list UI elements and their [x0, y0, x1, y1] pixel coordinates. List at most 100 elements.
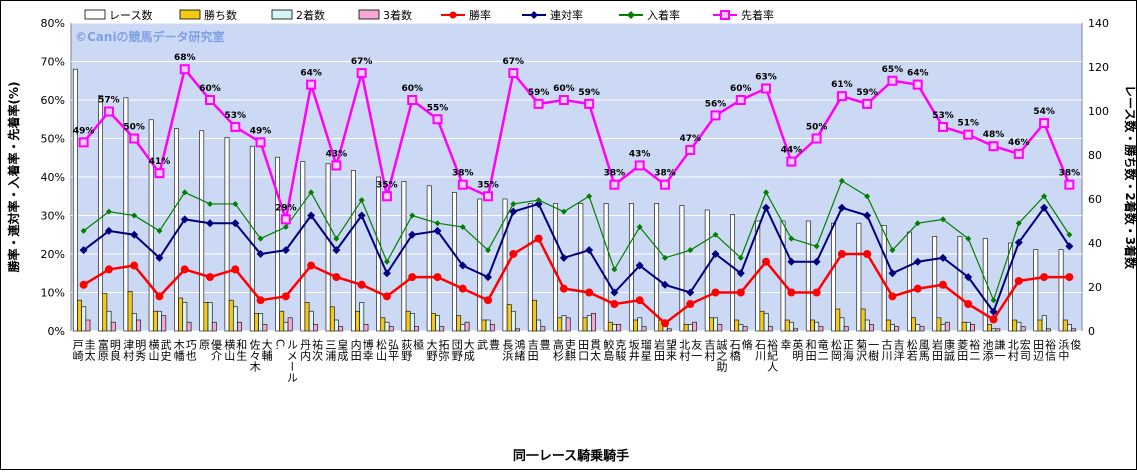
- point: [610, 300, 619, 309]
- point: [79, 246, 88, 255]
- legend-swatch: [179, 9, 201, 20]
- legend-label: 勝ち数: [204, 8, 237, 22]
- category-label: 佐々木 大輔: [248, 338, 273, 373]
- point: [180, 215, 189, 224]
- bar: [81, 306, 87, 332]
- data-label: 50%: [806, 123, 828, 133]
- category-label-text: 和生: [235, 339, 248, 361]
- point: [333, 235, 340, 242]
- point: [256, 296, 265, 305]
- category-label: 石川 裕紀人: [754, 339, 779, 372]
- point: [763, 189, 770, 196]
- point: [433, 226, 442, 235]
- bar: [456, 315, 462, 332]
- point: [837, 250, 846, 258]
- point: [1015, 220, 1022, 227]
- bar: [683, 324, 689, 332]
- legend-item: 連対率: [522, 8, 583, 22]
- bar: [818, 326, 824, 332]
- data-label: 54%: [1033, 107, 1055, 117]
- bar: [409, 313, 415, 332]
- point: [989, 307, 998, 316]
- bar: [831, 222, 836, 332]
- bar: [911, 317, 917, 332]
- point: [888, 292, 897, 301]
- bar: [275, 156, 280, 332]
- bar: [489, 324, 495, 332]
- bar: [991, 328, 997, 332]
- point: [256, 250, 265, 258]
- point: [307, 211, 316, 220]
- right-tick-label: 80: [1088, 149, 1102, 162]
- bar: [325, 163, 331, 332]
- point: [306, 79, 317, 90]
- point: [281, 292, 290, 301]
- bar: [430, 313, 436, 332]
- bar: [262, 324, 268, 332]
- data-label: 63%: [755, 72, 777, 82]
- bar: [793, 328, 799, 332]
- category-label: 松山 弘平: [374, 338, 399, 362]
- point: [1065, 273, 1074, 282]
- point: [659, 179, 670, 190]
- point: [79, 280, 88, 289]
- series-line: [83, 202, 1071, 314]
- legend-label: レース数: [109, 9, 152, 22]
- point: [1040, 273, 1049, 282]
- category-label-text: 松山: [374, 338, 387, 361]
- left-tick-label: 70%: [41, 56, 65, 69]
- category-label-text: C.: [273, 339, 286, 350]
- right-tick-label: 120: [1088, 61, 1109, 74]
- point: [838, 177, 845, 184]
- point: [584, 98, 595, 109]
- category-label-text: 岩田: [652, 338, 665, 361]
- point: [383, 258, 390, 265]
- point: [332, 273, 341, 282]
- legend-swatch: [84, 9, 106, 20]
- category-label-text: 明良: [108, 339, 121, 362]
- data-label: 64%: [907, 69, 929, 79]
- bar: [692, 321, 697, 332]
- category-label-text: 吉田: [526, 339, 539, 361]
- category-label-text: 内田: [349, 338, 362, 361]
- category-label: 岩田 望来: [652, 338, 677, 361]
- point: [205, 95, 216, 105]
- bar: [131, 313, 137, 332]
- point: [155, 292, 164, 301]
- category-label-text: 石橋: [728, 339, 741, 362]
- point: [230, 121, 241, 132]
- data-label: 48%: [983, 130, 1005, 140]
- category-label: 北村 友一: [678, 338, 703, 361]
- category-label-text: 吏麒: [563, 339, 576, 362]
- bar: [152, 310, 158, 332]
- category-label-text: 津村: [122, 339, 135, 361]
- left-tick-label: 80%: [41, 17, 65, 30]
- point: [964, 273, 973, 282]
- category-label-text: 古川: [880, 339, 893, 361]
- point: [381, 191, 392, 202]
- point: [130, 230, 139, 239]
- category-label: 吉田豊: [526, 339, 551, 361]
- point: [409, 212, 416, 219]
- bar: [784, 319, 790, 332]
- data-label: 43%: [326, 149, 348, 159]
- category-label-text: 皇成: [336, 338, 349, 362]
- point: [332, 246, 341, 255]
- category-label-text: 明秀: [134, 339, 147, 361]
- bar: [843, 326, 849, 332]
- category-label-text: 裕信: [1044, 339, 1057, 362]
- bar: [944, 321, 950, 332]
- category-label: 内田 博幸: [349, 338, 374, 362]
- point: [939, 216, 946, 223]
- point: [586, 193, 593, 200]
- left-tick-label: 30%: [41, 210, 65, 223]
- category-label: 武豊: [476, 339, 501, 350]
- point: [762, 203, 771, 212]
- point: [558, 95, 569, 105]
- legend-swatch: [358, 9, 380, 20]
- bar: [767, 326, 773, 332]
- data-label: 55%: [427, 103, 449, 113]
- point: [660, 280, 669, 289]
- category-label-text: 高杉: [551, 338, 564, 362]
- category-label-text: 克駿: [614, 339, 627, 362]
